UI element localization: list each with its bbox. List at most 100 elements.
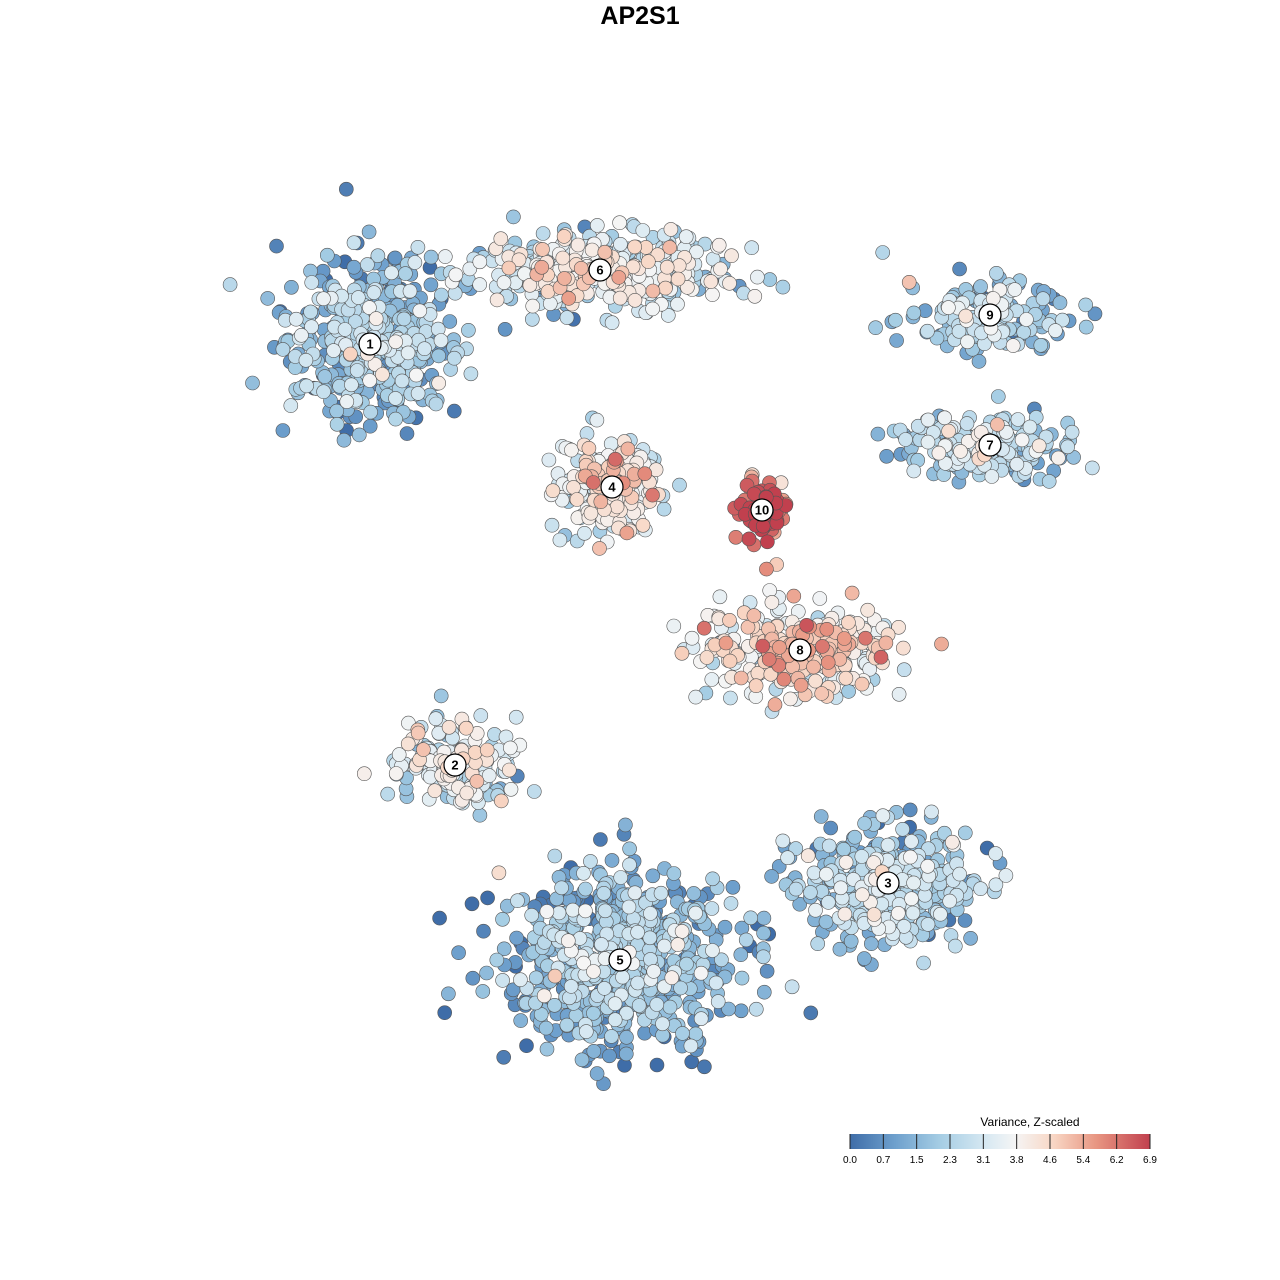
scatter-point: [1009, 456, 1025, 472]
scatter-point: [298, 352, 314, 368]
scatter-point: [346, 259, 362, 275]
scatter-point: [417, 341, 432, 357]
scatter-point: [472, 254, 488, 270]
scatter-point: [431, 375, 447, 391]
scatter-point: [952, 866, 967, 882]
scatter-point: [756, 910, 772, 926]
scatter-point: [898, 432, 913, 447]
scatter-point: [576, 955, 591, 971]
colorbar-tick-label: 2.3: [943, 1155, 957, 1166]
scatter-point: [755, 638, 771, 654]
scatter-point: [481, 768, 497, 783]
scatter-point: [760, 534, 775, 550]
cluster-label-circle: [788, 638, 812, 662]
scatter-point: [441, 719, 457, 735]
scatter-point: [643, 952, 658, 967]
scatter-point: [680, 280, 695, 295]
scatter-point: [841, 615, 856, 630]
scatter-point: [806, 659, 821, 675]
scatter-point: [808, 673, 823, 689]
cluster-label-5: 5: [608, 948, 632, 972]
scatter-point: [509, 930, 524, 946]
colorbar-tick-label: 6.2: [1110, 1155, 1124, 1166]
scatter-point: [428, 396, 444, 412]
scatter-point: [619, 1005, 634, 1021]
scatter-point: [704, 901, 720, 916]
scatter-point: [793, 677, 809, 693]
scatter-point: [728, 529, 744, 545]
scatter-point: [901, 274, 917, 290]
scatter-point: [988, 877, 1004, 893]
scatter-point: [1031, 438, 1047, 454]
scatter-point: [366, 285, 382, 300]
scatter-point: [570, 237, 586, 253]
scatter-point: [666, 618, 682, 634]
scatter-point: [245, 375, 260, 391]
scatter-point: [672, 477, 687, 493]
scatter-point: [756, 984, 772, 1000]
scatter-point: [645, 487, 660, 503]
scatter-point: [458, 720, 474, 736]
scatter-point: [960, 334, 975, 350]
scatter-point: [573, 260, 589, 276]
scatter-point: [451, 945, 466, 961]
scatter-point: [1010, 412, 1026, 427]
scatter-point: [856, 951, 872, 966]
scatter-point: [283, 398, 299, 413]
scatter-point: [497, 321, 513, 337]
scatter-point: [545, 483, 561, 499]
scatter-point: [472, 807, 488, 823]
scatter-point: [423, 277, 439, 293]
scatter-point: [441, 986, 456, 1002]
scatter-point: [1055, 312, 1070, 328]
scatter-point: [524, 907, 540, 923]
scatter-point: [788, 881, 804, 897]
scatter-point: [288, 311, 304, 327]
scatter-point: [670, 937, 686, 952]
scatter-point: [868, 320, 883, 336]
scatter-point: [858, 630, 873, 646]
scatter-point: [937, 410, 952, 426]
scatter-point: [640, 254, 656, 269]
scatter-point: [491, 865, 507, 881]
scatter-point: [384, 265, 399, 281]
scatter-point: [678, 229, 694, 244]
scatter-point: [513, 1013, 529, 1028]
scatter-point: [803, 885, 818, 900]
scatter-point: [581, 440, 597, 456]
scatter-point: [896, 662, 912, 678]
scatter-point: [620, 441, 636, 457]
scatter-point: [593, 494, 609, 510]
scatter-point: [565, 902, 581, 918]
scatter-point: [947, 938, 963, 954]
scatter-point: [489, 292, 505, 308]
scatter-point: [350, 290, 366, 305]
scatter-point: [818, 866, 834, 882]
scatter-point: [344, 377, 359, 393]
colorbar-tick-label: 3.8: [1010, 1155, 1024, 1166]
cluster-label-circle: [443, 753, 467, 777]
scatter-point: [446, 350, 462, 366]
scatter-point: [388, 411, 403, 427]
scatter-point: [564, 442, 579, 458]
scatter-point: [597, 903, 613, 919]
scatter-point: [670, 296, 685, 312]
scatter-point: [613, 237, 628, 252]
scatter-point: [717, 919, 733, 935]
cluster-label-7: 7: [978, 433, 1002, 457]
scatter-point: [284, 279, 299, 295]
scatter-point: [990, 417, 1005, 432]
scatter-point: [931, 445, 947, 461]
scatter-point: [578, 1024, 594, 1039]
cluster-label-circle: [978, 303, 1002, 327]
scatter-point: [607, 1012, 623, 1028]
scatter-point: [525, 298, 541, 314]
scatter-point: [336, 432, 352, 448]
scatter-point: [479, 742, 495, 758]
scatter-point: [875, 808, 891, 824]
scatter-point: [683, 1038, 699, 1054]
scatter-point: [662, 999, 678, 1015]
scatter-point: [597, 981, 612, 996]
scatter-point: [560, 933, 576, 949]
scatter-point: [879, 448, 894, 464]
